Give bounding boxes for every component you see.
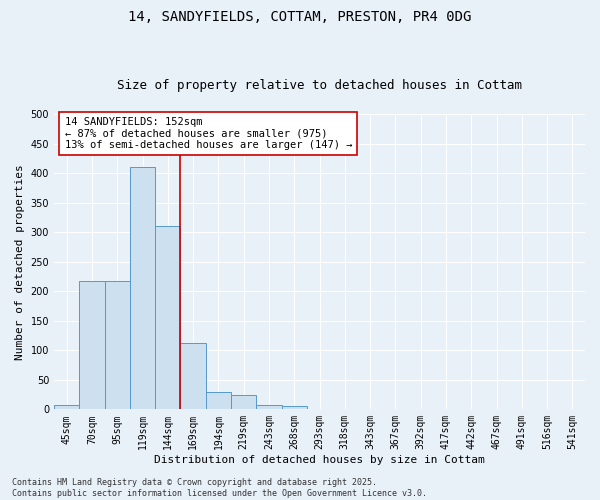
Title: Size of property relative to detached houses in Cottam: Size of property relative to detached ho… [117, 79, 522, 92]
Bar [155, 226, 181, 410]
Bar [206, 392, 231, 409]
Text: 14, SANDYFIELDS, COTTAM, PRESTON, PR4 0DG: 14, SANDYFIELDS, COTTAM, PRESTON, PR4 0D… [128, 10, 472, 24]
Bar [256, 405, 281, 409]
Text: 14 SANDYFIELDS: 152sqm
← 87% of detached houses are smaller (975)
13% of semi-de: 14 SANDYFIELDS: 152sqm ← 87% of detached… [65, 117, 352, 150]
X-axis label: Distribution of detached houses by size in Cottam: Distribution of detached houses by size … [154, 455, 485, 465]
Bar [231, 394, 256, 409]
Bar [130, 167, 155, 410]
Bar [181, 342, 206, 409]
Text: Contains HM Land Registry data © Crown copyright and database right 2025.
Contai: Contains HM Land Registry data © Crown c… [12, 478, 427, 498]
Bar [281, 406, 307, 409]
Bar [54, 404, 79, 409]
Y-axis label: Number of detached properties: Number of detached properties [15, 164, 25, 360]
Bar [104, 280, 130, 409]
Bar [79, 280, 104, 409]
